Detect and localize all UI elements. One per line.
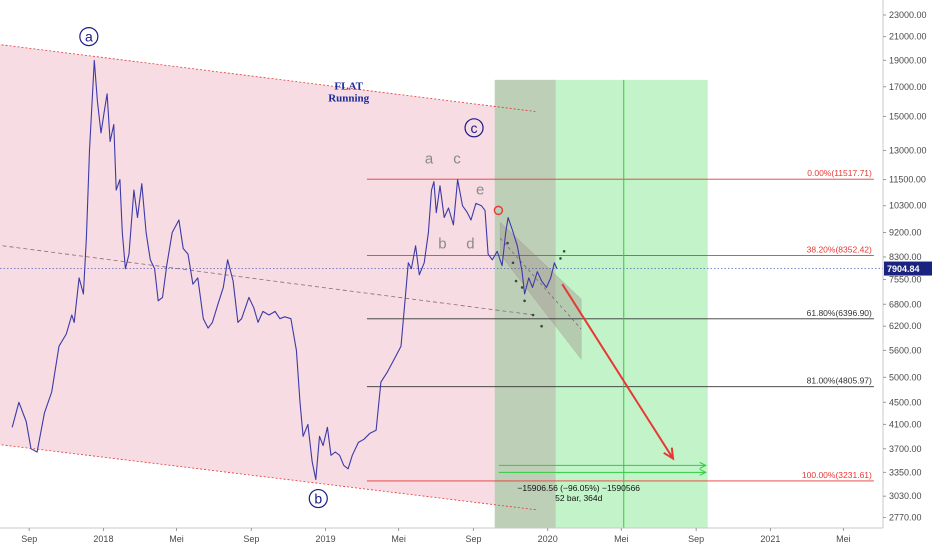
measure-text-line: 52 bar, 364d [555,493,603,503]
annotation-title-line: FLAT [334,81,363,93]
fib-level-label: 0.00%(11517.71) [807,168,872,178]
x-tick-label: 2019 [316,534,336,544]
y-tick-label: 4500.00 [889,397,922,407]
pink-channel-zone [0,44,495,505]
wave-label-gray: a [425,151,434,168]
wave-label-gray: b [438,236,446,253]
overlay-lines-layer [0,44,883,528]
x-tick-label: Mei [391,534,406,544]
x-tick-label: Sep [21,534,37,544]
annotation-title-line: Running [328,93,369,105]
y-tick-label: 9200.00 [889,228,922,238]
price-series-line [11,59,558,481]
projection-dot [520,286,524,289]
projection-dot [514,279,518,283]
x-tick-label: Mei [614,534,629,544]
y-tick-label: 11500.00 [889,175,926,185]
wave-label-circle [464,118,484,138]
x-tick-label: 2020 [538,534,558,544]
wave-label-gray: e [476,181,484,198]
y-tick-label: 19000.00 [889,55,927,65]
y-tick-label: 10300.00 [889,201,927,211]
projection-dot [531,313,535,317]
projection-dot [511,261,515,265]
annotation-labels-layer: 0.00%(11517.71) 38.20%(8352.42) 61.80%(639… [79,26,872,509]
x-tick-label: Sep [688,534,704,544]
y-tick-label: 5000.00 [889,372,922,382]
y-tick-label: 5600.00 [889,345,922,355]
y-tick-label: 2770.00 [889,512,922,522]
fib-level-label: 81.00%(4805.97) [807,376,872,386]
y-tick-label: 4100.00 [889,419,922,429]
y-tick-label: 3700.00 [889,444,922,454]
y-tick-label: 15000.00 [889,111,927,121]
wave-label-circled: c [471,120,478,136]
small-channel-midline [499,238,582,330]
y-tick-label: 13000.00 [889,145,927,155]
gray-time-zone [494,79,556,529]
wave-label-circled: b [314,491,322,507]
measure-text-line: −15906.56 (−96.05%) −1590566 [517,483,640,493]
projection-dot [506,241,509,245]
price-series-layer [11,59,558,481]
wave-label-gray: c [453,151,461,168]
zones-layer [0,44,708,529]
x-tick-label: Mei [836,534,851,544]
green-arrow-head [699,461,707,469]
fib-level-label: 100.00%(3231.61) [802,470,872,480]
x-tick-label: Sep [465,534,481,544]
projection-dot [523,299,526,303]
x-tick-label: Sep [243,534,259,544]
wave-label-circled: a [85,29,93,45]
y-tick-label: 6800.00 [889,299,922,309]
y-tick-label: 3350.00 [889,467,922,477]
wave-label-gray: d [466,236,474,253]
forecast-arrow-line [561,283,674,460]
wave-label-circle [308,488,328,509]
y-tick-label: 3030.00 [889,491,922,501]
projection-dot [559,257,562,260]
y-tick-label: 17000.00 [889,82,927,92]
x-tick-label: Mei [169,534,184,544]
projection-dot [540,324,543,328]
current-price-tag-bg [884,261,932,276]
projection-dot [562,250,566,253]
y-tick-label: 23000.00 [889,10,927,20]
y-tick-label: 7550.00 [889,274,922,284]
forecast-arrow-head [663,447,675,461]
red-circle-marker [493,205,504,216]
green-arrow-head [699,468,707,476]
wave-label-circle [79,26,99,47]
y-tick-label: 21000.00 [889,32,927,42]
x-tick-label: 2021 [760,534,780,544]
dashed-trendline [0,245,535,316]
channel-upper-line [0,44,538,113]
small-channel-zone [499,221,582,360]
current-price-tag-label: 7904.84 [887,264,920,274]
x-tick-label: 2018 [93,534,113,544]
channel-lower-line [0,444,538,511]
fib-level-label: 61.80%(6396.90) [807,308,872,318]
y-tick-label: 8300.00 [889,252,922,262]
fib-level-label: 38.20%(8352.42) [807,244,872,254]
y-tick-label: 6200.00 [889,321,922,331]
